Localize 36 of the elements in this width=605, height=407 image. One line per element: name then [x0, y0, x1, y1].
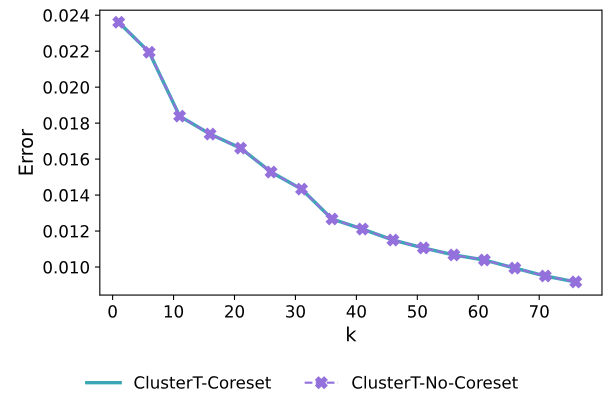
point — [570, 276, 582, 288]
point — [142, 46, 156, 59]
y-tick-label: 0.014 — [43, 189, 90, 202]
point — [295, 182, 308, 196]
point — [448, 248, 460, 262]
x-tick-label: 0 — [108, 305, 117, 318]
x-tick-label: 70 — [530, 305, 549, 318]
y-tick-label: 0.018 — [43, 117, 89, 130]
point — [417, 242, 430, 254]
point — [234, 142, 247, 154]
point — [326, 212, 338, 226]
point — [508, 262, 522, 274]
legend-label: ClusterT-Coreset — [134, 376, 271, 389]
y-tick-label: 0.022 — [43, 45, 88, 58]
x-tick-label: 50 — [408, 305, 427, 318]
y-tick-label: 0.016 — [43, 153, 90, 166]
x-tick-label: 20 — [225, 305, 244, 318]
x-tick-label: 30 — [286, 305, 305, 318]
y-tick-label: 0.010 — [43, 260, 89, 274]
point — [264, 166, 278, 178]
point — [386, 234, 400, 246]
point — [356, 222, 369, 236]
point — [478, 254, 491, 266]
y-tick-label: 0.020 — [43, 81, 89, 94]
y-axis-title: Error — [18, 128, 34, 174]
x-tick-label: 60 — [468, 305, 488, 318]
point — [112, 16, 125, 28]
x-tick-label: 10 — [164, 305, 184, 318]
y-tick-label: 0.024 — [43, 9, 90, 22]
point — [539, 270, 552, 282]
x-tick-label: 40 — [346, 305, 366, 318]
legend-label: ClusterT-No-Coreset — [352, 376, 518, 389]
point — [204, 128, 216, 140]
y-tick-label: 0.012 — [43, 225, 88, 238]
x-axis-title: k — [347, 326, 356, 342]
point — [173, 110, 186, 122]
